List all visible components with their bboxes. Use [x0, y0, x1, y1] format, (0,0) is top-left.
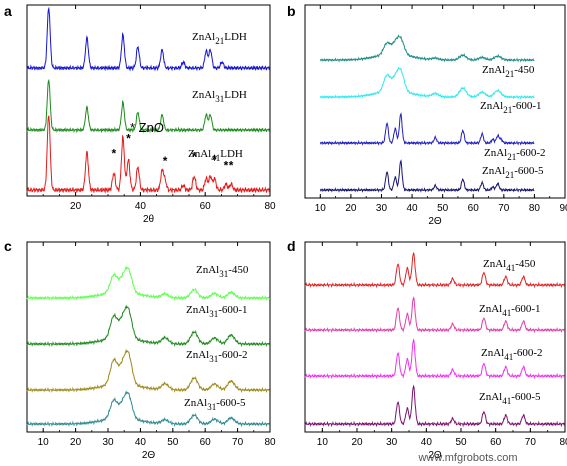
series-line-ZnAl21-600-1	[319, 66, 535, 100]
x-tick-label: 20	[70, 437, 82, 448]
series-line-ZnAl41-600-2	[304, 338, 566, 380]
x-tick-label: 50	[455, 437, 467, 448]
x-tick-label: 80	[264, 437, 276, 448]
series-line-ZnAl31-600-2	[26, 348, 271, 394]
x-tick-label: 60	[200, 201, 212, 212]
series-line-ZnAl21-600-2	[319, 112, 535, 146]
series-label-ZnAl21-600-5: ZnAl21-600-5	[482, 165, 544, 180]
x-tick-label: 10	[317, 437, 329, 448]
x-tick-label: 80	[264, 201, 276, 212]
panel-a: 20 40 60 802θZnAl21LDHZnAl31LDHZnAl41LDH***…	[26, 4, 276, 225]
series-line-ZnAl31-600-1	[26, 304, 271, 348]
watermark: www.mfgrobots.com	[417, 452, 517, 464]
panel-c: 10 20 30 40 50 60 70 80 2Θ ZnAl31-450 ZnAl31-600-1…	[26, 241, 276, 461]
x-tick-label: 80	[559, 437, 567, 448]
x-tick-label: 60	[490, 437, 502, 448]
panel-letter-b: b	[287, 3, 296, 19]
x-tick-label: 50	[437, 203, 449, 214]
series-line-ZnAl21-450	[319, 34, 535, 63]
plot-frame	[26, 4, 271, 197]
x-tick-label: 30	[376, 203, 388, 214]
series-line-ZnAl41LDH	[26, 115, 271, 194]
x-tick-label: 60	[468, 203, 480, 214]
x-axis-label: 2Θ	[428, 216, 442, 227]
x-tick-label: 60	[200, 437, 212, 448]
plot-frame	[26, 241, 271, 433]
x-tick-label: 70	[525, 437, 537, 448]
series-line-ZnAl21LDH	[26, 6, 271, 72]
x-tick-label: 10	[38, 437, 50, 448]
series-label-ZnAl41-600-2: ZnAl41-600-2	[481, 347, 543, 362]
series-label-ZnAl31-600-2: ZnAl31-600-2	[186, 349, 248, 364]
x-tick-label: 50	[167, 437, 179, 448]
series-line-ZnAl21-600-5	[319, 159, 535, 193]
panel-letter-d: d	[287, 238, 296, 254]
series-label-ZnAl41-450: ZnAl41-450	[483, 258, 536, 273]
panel-b: 10 20 30 40 50 60 70 80 90 2Θ ZnAl21-450 ZnAl21-600…	[304, 4, 567, 227]
plot-frame	[304, 241, 566, 433]
zno-annotation: * ZnO	[130, 120, 164, 135]
series-label-ZnAl41LDH: ZnAl41LDH	[188, 148, 243, 163]
zno-marker: *	[229, 159, 234, 173]
panel-d: 10 20 30 40 50 60 70 80 2Θ ZnAl41-450 ZnAl41-600-1…	[304, 241, 567, 461]
zno-marker: *	[163, 154, 168, 168]
plot-frame	[304, 4, 566, 199]
x-tick-label: 40	[406, 203, 418, 214]
series-label-ZnAl41-600-1: ZnAl41-600-1	[479, 303, 541, 318]
series-label-ZnAl41-600-5: ZnAl41-600-5	[479, 391, 541, 406]
series-label-ZnAl31-450: ZnAl31-450	[196, 264, 249, 279]
series-line-ZnAl31LDH	[26, 78, 271, 134]
series-label-ZnAl21-600-2: ZnAl21-600-2	[484, 147, 546, 162]
zno-marker: *	[111, 147, 116, 161]
x-tick-label: 10	[315, 203, 327, 214]
x-tick-label: 20	[70, 201, 82, 212]
x-axis-label: 2θ	[143, 214, 155, 225]
series-line-ZnAl41-600-1	[304, 296, 566, 334]
x-tick-label: 80	[529, 203, 541, 214]
zno-marker: *	[224, 159, 229, 173]
x-axis-label: 2Θ	[142, 450, 156, 461]
x-tick-label: 40	[135, 201, 147, 212]
zno-marker: *	[192, 150, 197, 164]
series-label-ZnAl21-450: ZnAl21-450	[482, 64, 535, 79]
x-tick-label: 30	[386, 437, 398, 448]
series-line-ZnAl41-450	[304, 251, 566, 289]
series-line-ZnAl31-600-5	[26, 390, 271, 428]
zno-marker: *	[126, 132, 131, 146]
series-label-ZnAl21LDH: ZnAl21LDH	[192, 31, 247, 46]
x-tick-label: 30	[102, 437, 114, 448]
panel-letter-a: a	[4, 3, 12, 19]
x-tick-label: 40	[135, 437, 147, 448]
series-label-ZnAl31-600-5: ZnAl31-600-5	[184, 397, 246, 412]
series-label-ZnAl31-600-1: ZnAl31-600-1	[186, 304, 248, 319]
zno-marker: *	[212, 153, 217, 167]
x-tick-label: 20	[351, 437, 363, 448]
panel-letter-c: c	[4, 238, 12, 254]
x-axis-label: 2Θ	[428, 450, 442, 461]
x-tick-label: 40	[421, 437, 433, 448]
x-tick-label: 20	[345, 203, 357, 214]
x-tick-label: 70	[232, 437, 244, 448]
x-tick-label: 70	[498, 203, 510, 214]
series-label-ZnAl31LDH: ZnAl31LDH	[192, 89, 247, 104]
series-line-ZnAl31-450	[26, 265, 270, 302]
series-label-ZnAl21-600-1: ZnAl21-600-1	[480, 100, 542, 115]
x-tick-label: 90	[559, 203, 567, 214]
series-line-ZnAl41-600-5	[304, 384, 565, 428]
